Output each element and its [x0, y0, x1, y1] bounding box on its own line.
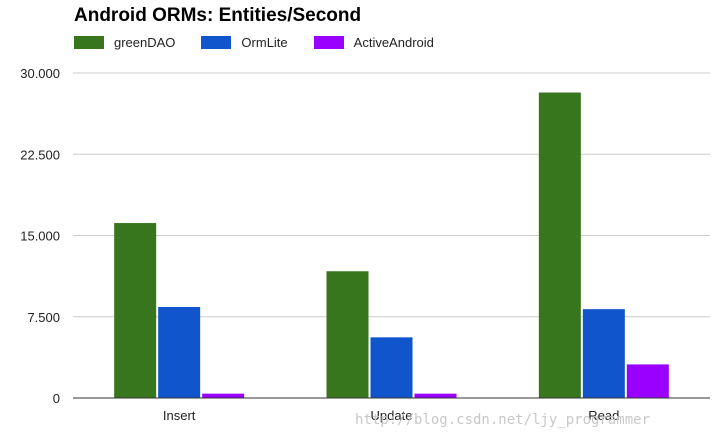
legend-label: greenDAO [114, 35, 176, 50]
y-tick-label: 22.500 [20, 147, 60, 162]
legend: greenDAO OrmLite ActiveAndroid [74, 35, 460, 50]
y-tick-label: 0 [53, 391, 60, 406]
bar-ormlite-update [370, 337, 413, 398]
bar-ormlite-insert [158, 307, 201, 398]
y-tick-label: 30.000 [20, 66, 60, 81]
legend-item-greendao: greenDAO [74, 35, 175, 50]
legend-item-activeandroid: ActiveAndroid [313, 35, 434, 50]
legend-swatch [313, 36, 344, 49]
legend-label: ActiveAndroid [353, 35, 434, 50]
bar-greendao-read [538, 92, 581, 398]
bar-activeandroid-read [626, 364, 669, 398]
bar-ormlite-read [582, 309, 625, 398]
y-tick-label: 15.000 [20, 229, 60, 244]
legend-label: OrmLite [241, 35, 288, 50]
chart-title: Android ORMs: Entities/Second [74, 5, 362, 26]
bar-activeandroid-update [414, 393, 457, 398]
x-tick-label: Insert [163, 408, 196, 423]
bar-greendao-insert [114, 223, 157, 398]
bar-activeandroid-insert [202, 393, 245, 398]
x-tick-label: Update [371, 408, 413, 423]
bar-greendao-update [326, 271, 369, 398]
watermark-text: http://blog.csdn.net/ljy_programmer [355, 412, 650, 428]
legend-swatch [201, 36, 232, 49]
x-tick-label: Read [588, 408, 619, 423]
legend-item-ormlite: OrmLite [201, 35, 288, 50]
legend-swatch [74, 36, 104, 49]
y-tick-label: 7.500 [27, 310, 60, 325]
